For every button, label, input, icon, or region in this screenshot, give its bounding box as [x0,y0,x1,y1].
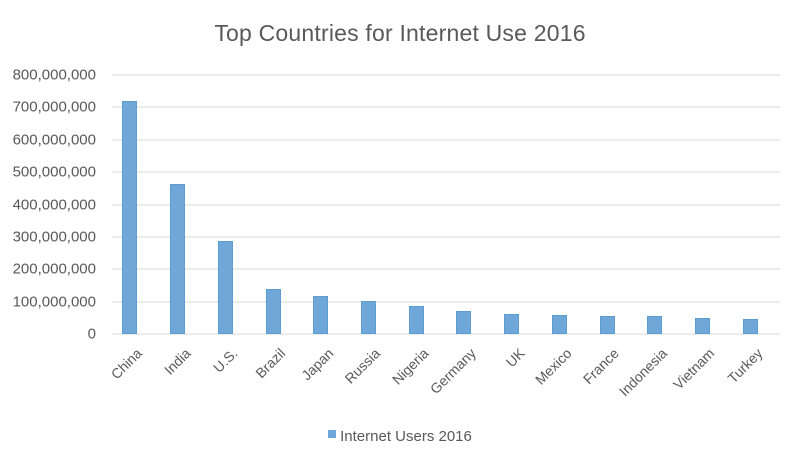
bar-brazil [265,289,281,334]
bar-mexico [551,314,567,334]
gridline [112,74,780,76]
legend: Internet Users 2016 [0,428,800,445]
y-tick-label: 800,000,000 [12,66,96,84]
plot-area [112,74,780,335]
bar-germany [456,311,472,334]
x-tick-label: Vietnam [670,345,718,393]
bar-india [170,184,186,334]
gridline [112,203,780,206]
gridline [112,268,780,271]
chart-title: Top Countries for Internet Use 2016 [214,20,586,46]
legend-label: Internet Users 2016 [340,428,472,445]
x-tick-label: Japan [297,345,337,384]
y-tick-label: 100,000,000 [12,293,96,311]
gridline [112,235,780,238]
y-tick-label: 200,000,000 [12,260,96,278]
x-tick-label: France [579,345,622,388]
x-tick-label: Mexico [532,345,575,388]
bar-russia [360,300,376,334]
bar-nigeria [408,306,424,334]
y-tick-label: 300,000,000 [12,228,96,246]
y-tick-label: 500,000,000 [12,163,96,181]
bar-vietnam [694,318,710,334]
bar-turkey [742,319,758,334]
x-tick-label: Russia [341,345,384,387]
bar-japan [313,296,329,334]
x-tick-label: Nigeria [389,345,432,388]
x-tick-label: Brazil [252,345,289,382]
bar-france [599,315,615,334]
x-tick-label: Turkey [724,345,766,387]
gridline [112,171,780,174]
legend-swatch-icon [328,430,337,438]
gridline [112,138,780,141]
bar-uk [504,313,520,334]
y-tick-label: 400,000,000 [12,196,96,213]
gridline [112,300,780,303]
gridline [112,333,780,335]
x-tick-label: Indonesia [615,345,670,400]
bar-us [217,241,233,334]
y-tick-label: 600,000,000 [12,131,96,149]
y-tick-label: 700,000,000 [12,98,96,116]
x-tick-label: China [107,345,145,383]
x-tick-label: India [160,345,194,378]
x-tick-label: UK [502,345,528,371]
bar-indonesia [647,316,663,334]
gridline [112,106,780,109]
y-tick-label: 0 [87,325,96,343]
x-tick-label: Germany [426,345,479,398]
x-tick-label: U.S. [210,345,241,376]
bar-china [122,100,138,334]
